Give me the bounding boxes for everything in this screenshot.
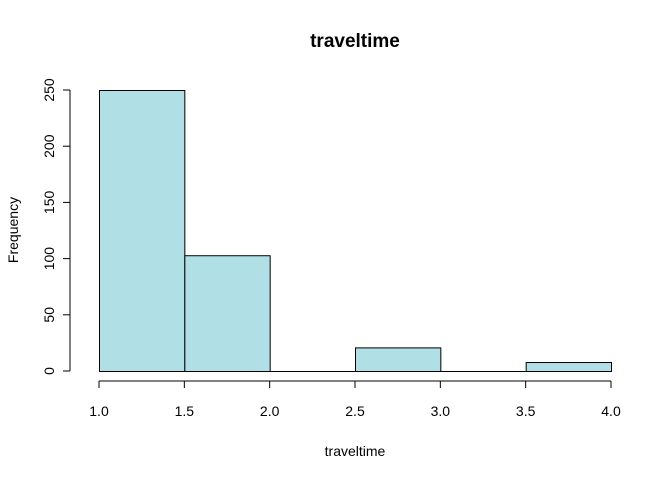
histogram-bar-1 bbox=[184, 255, 271, 372]
chart-title: traveltime bbox=[310, 31, 400, 52]
y-tick-label-2: 100 bbox=[41, 247, 57, 271]
histogram-bar-0 bbox=[99, 90, 186, 372]
x-axis-label: traveltime bbox=[325, 443, 386, 459]
y-tick-label-5: 250 bbox=[41, 78, 57, 102]
histogram-bar-3 bbox=[355, 347, 442, 372]
y-tick-label-0: 0 bbox=[41, 367, 57, 375]
x-tick-label-3: 2.5 bbox=[345, 403, 365, 419]
y-tick-label-1: 50 bbox=[41, 307, 57, 323]
x-tick-label-5: 3.5 bbox=[516, 403, 536, 419]
y-axis: 0 50 100 150 200 250 bbox=[41, 78, 71, 375]
x-tick-label-4: 3.0 bbox=[431, 403, 451, 419]
x-axis: 1.0 1.5 2.0 2.5 3.0 3.5 4.0 bbox=[89, 380, 621, 419]
x-tick-label-1: 1.5 bbox=[175, 403, 195, 419]
histogram-bar-5 bbox=[525, 362, 613, 372]
x-tick-label-0: 1.0 bbox=[89, 403, 109, 419]
x-tick-label-2: 2.0 bbox=[260, 403, 280, 419]
y-tick-label-3: 150 bbox=[41, 191, 57, 215]
y-axis-label: Frequency bbox=[5, 197, 21, 263]
y-tick-label-4: 200 bbox=[41, 134, 57, 158]
x-tick-label-6: 4.0 bbox=[601, 403, 621, 419]
bars-group bbox=[99, 90, 613, 372]
